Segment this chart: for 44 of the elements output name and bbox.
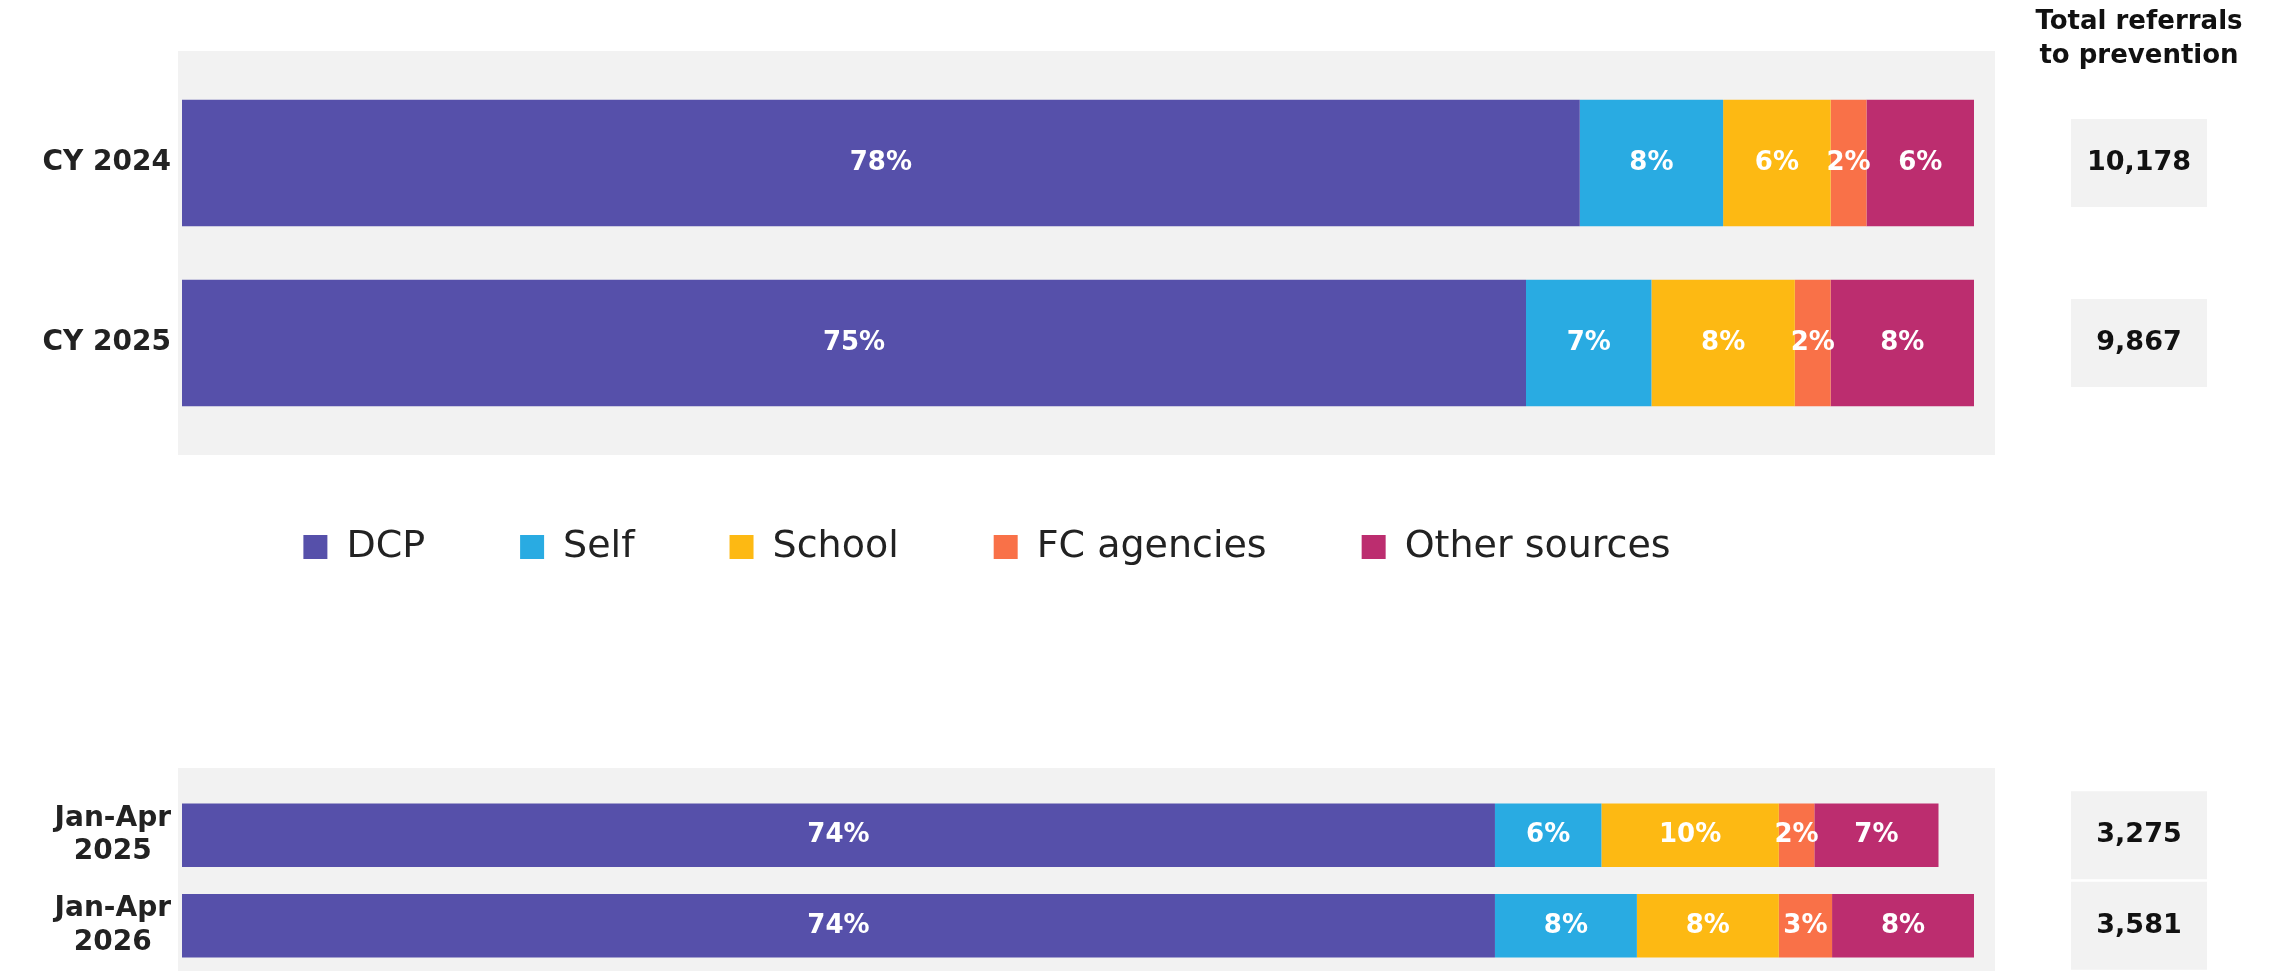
data-label: 2% xyxy=(1826,145,1871,176)
data-label: 8% xyxy=(1880,908,1926,939)
y-tick-label: CY 2024 xyxy=(42,144,172,178)
data-label: 10% xyxy=(1659,818,1722,848)
data-label: 75% xyxy=(822,325,886,356)
bar xyxy=(1526,279,1652,407)
text: 9,867 xyxy=(2096,325,2182,357)
y-tick-label: Jan-Apr 2026 xyxy=(52,890,172,957)
data-label: 7% xyxy=(1566,325,1611,356)
legend-label: School xyxy=(772,521,899,566)
legend-label: FC agencies xyxy=(1036,521,1267,566)
bar xyxy=(1832,893,1974,958)
data-label: 6% xyxy=(1898,145,1943,176)
data-label: 7% xyxy=(1854,818,1899,848)
legend-label: DCP xyxy=(346,521,426,566)
text: Total referrals to prevention xyxy=(2035,4,2243,69)
bar xyxy=(182,893,1495,958)
data-label: 74% xyxy=(807,818,870,848)
bar xyxy=(1636,893,1779,958)
data-label: 6% xyxy=(1526,818,1571,848)
data-label: 2% xyxy=(1774,818,1819,848)
data-label: 8% xyxy=(1629,145,1674,176)
data-label: 8% xyxy=(1685,908,1730,939)
data-label: 3% xyxy=(1783,908,1828,939)
y-tick-label: CY 2025 xyxy=(42,324,172,358)
bar xyxy=(1579,99,1724,227)
bar xyxy=(1494,803,1602,868)
legend-label: Self xyxy=(563,521,637,566)
bar xyxy=(182,99,1580,227)
data-label: 8% xyxy=(1543,908,1588,939)
y-tick-label: Jan-Apr 2025 xyxy=(52,799,172,867)
text: 3,581 xyxy=(2096,907,2182,939)
legend-label: Other sources xyxy=(1404,521,1671,566)
text: 3,275 xyxy=(2096,817,2182,849)
bar xyxy=(182,279,1526,407)
data-label: 8% xyxy=(1880,325,1925,356)
data-label: 8% xyxy=(1701,325,1746,356)
data-label: 6% xyxy=(1754,145,1799,176)
data-label: 2% xyxy=(1790,325,1835,356)
bar xyxy=(1494,893,1637,958)
text: 10,178 xyxy=(2086,145,2192,177)
data-label: 74% xyxy=(807,908,870,939)
bar xyxy=(182,803,1495,868)
data-label: 78% xyxy=(849,145,912,176)
